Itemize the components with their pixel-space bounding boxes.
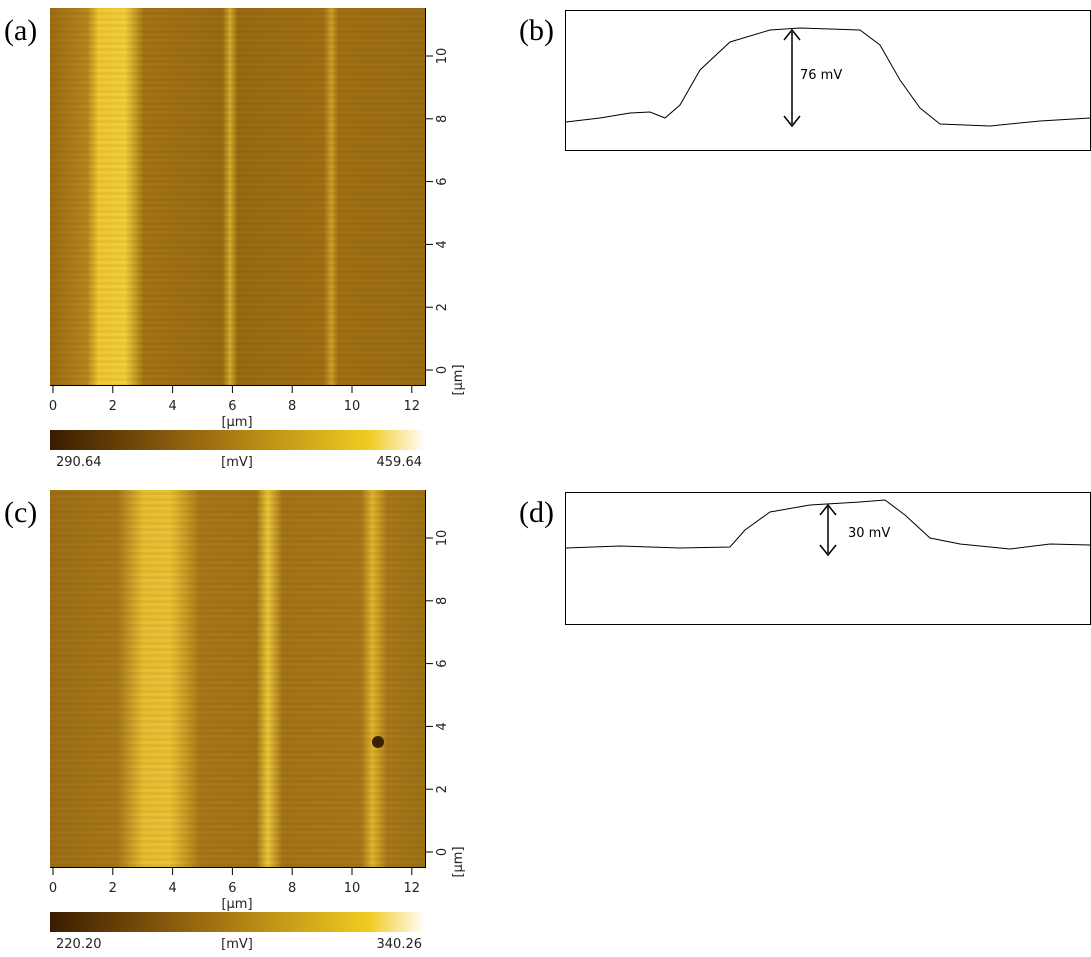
x-tick-label: 8 bbox=[288, 399, 296, 414]
x-tick-label: 2 bbox=[109, 881, 117, 896]
y-tick-label: 2 bbox=[435, 785, 450, 793]
layout bbox=[50, 8, 1091, 932]
y-tick-label: 8 bbox=[435, 115, 450, 123]
annotation: 76 mV bbox=[800, 68, 842, 83]
y-tick-label: 10 bbox=[435, 48, 450, 65]
scan-lines bbox=[50, 8, 425, 385]
colorbar bbox=[50, 430, 425, 450]
x-tick-label: 10 bbox=[344, 399, 361, 414]
x-tick-label: 0 bbox=[49, 881, 57, 896]
y-tick-label: 8 bbox=[435, 597, 450, 605]
x-tick-label: 2 bbox=[109, 399, 117, 414]
y-tick-label: 4 bbox=[435, 722, 450, 730]
y-unit: [µm] bbox=[451, 364, 466, 395]
colorbar-unit: [mV] bbox=[221, 455, 253, 470]
profile-line bbox=[565, 27, 1091, 127]
y-tick-label: 0 bbox=[435, 848, 450, 856]
height-arrow bbox=[819, 503, 837, 557]
y-tick-label: 6 bbox=[435, 659, 450, 667]
colorbar bbox=[50, 912, 425, 932]
x-tick-label: 12 bbox=[404, 881, 421, 896]
panel-label: (d) bbox=[519, 496, 554, 529]
x-tick-label: 12 bbox=[404, 399, 421, 414]
x-tick-label: 4 bbox=[168, 881, 176, 896]
y-tick-label: 4 bbox=[435, 240, 450, 248]
annotation: 30 mV bbox=[848, 526, 890, 541]
x-tick-label: 4 bbox=[168, 399, 176, 414]
colorbar-unit: [mV] bbox=[221, 937, 253, 952]
colorbar-min: 220.20 bbox=[56, 937, 102, 952]
x-tick-label: 10 bbox=[344, 881, 361, 896]
y-tick-label: 6 bbox=[435, 177, 450, 185]
x-tick-label: 8 bbox=[288, 881, 296, 896]
profile-frame bbox=[565, 10, 1091, 151]
colorbar-max: 459.64 bbox=[377, 455, 423, 470]
x-unit: [µm] bbox=[221, 897, 252, 912]
profile-line bbox=[565, 499, 1091, 550]
colorbar-min: 290.64 bbox=[56, 455, 102, 470]
height-arrow bbox=[783, 28, 801, 128]
y-unit: [µm] bbox=[451, 846, 466, 877]
y-tick-label: 2 bbox=[435, 303, 450, 311]
panel-label: (a) bbox=[4, 14, 37, 47]
y-tick-label: 0 bbox=[435, 366, 450, 374]
x-tick-label: 0 bbox=[49, 399, 57, 414]
panel-label: (b) bbox=[519, 14, 554, 47]
x-tick-label: 6 bbox=[228, 399, 236, 414]
scan-lines bbox=[50, 490, 425, 867]
defect bbox=[372, 736, 384, 748]
colorbar-max: 340.26 bbox=[377, 937, 423, 952]
x-tick-label: 6 bbox=[228, 881, 236, 896]
y-tick-label: 10 bbox=[435, 530, 450, 547]
panel-label: (c) bbox=[4, 496, 37, 529]
x-unit: [µm] bbox=[221, 415, 252, 430]
